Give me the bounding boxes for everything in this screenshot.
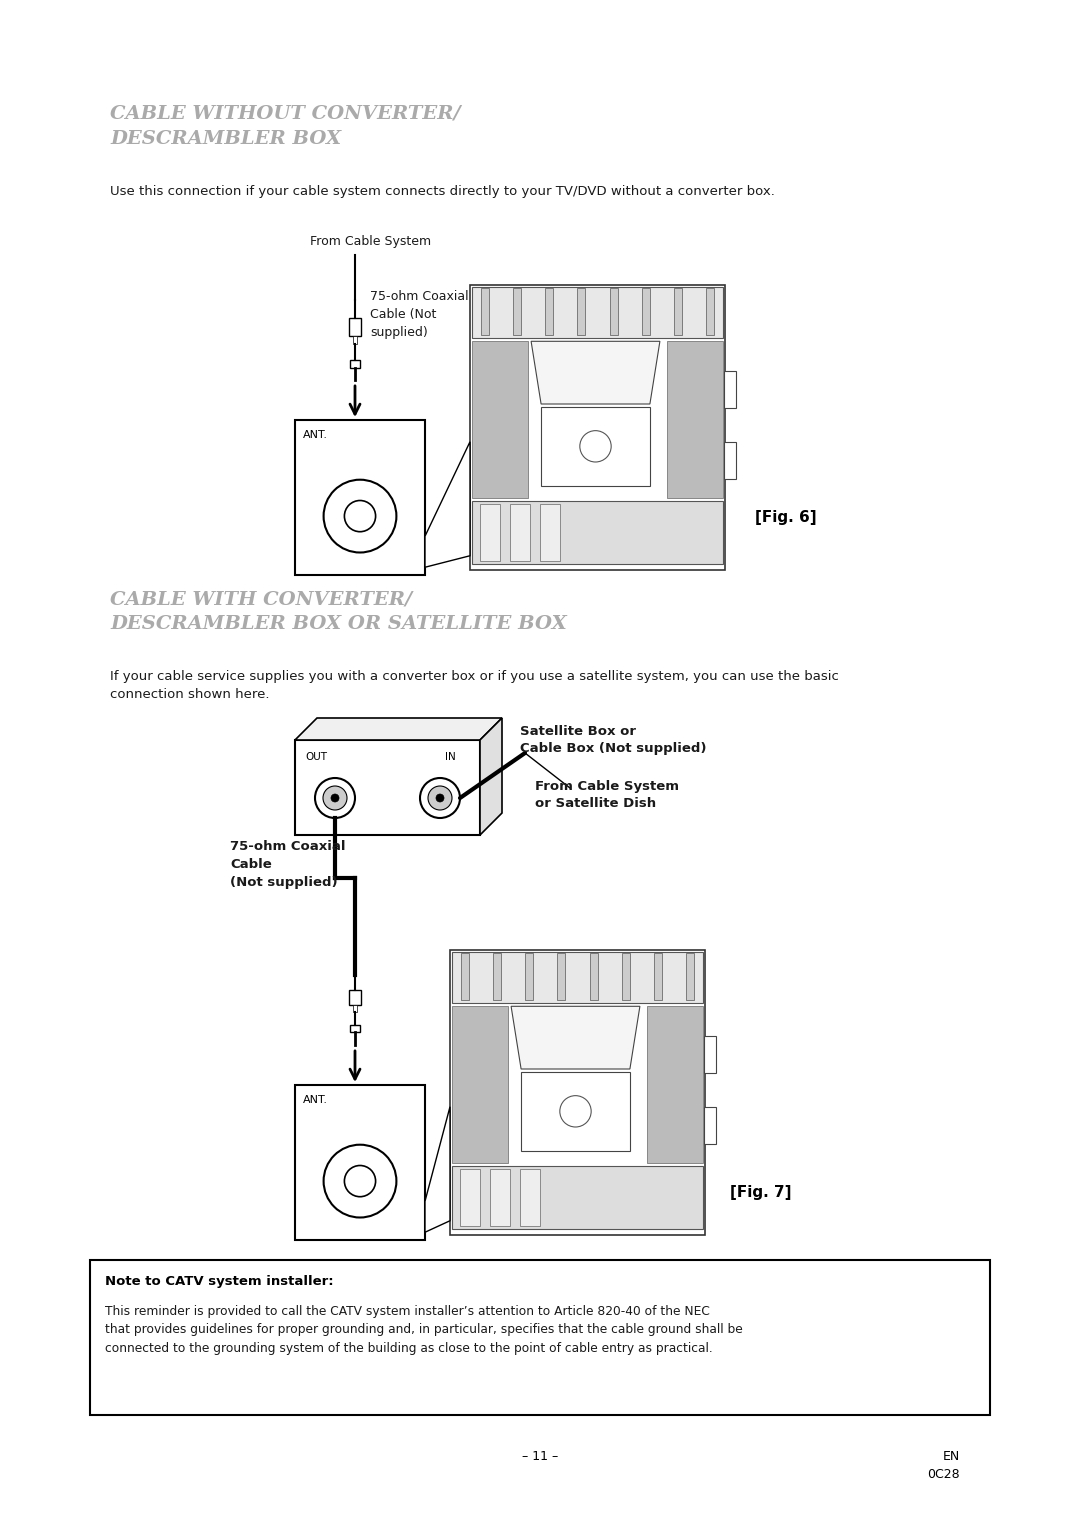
Circle shape: [323, 785, 347, 810]
Polygon shape: [511, 1007, 640, 1070]
Bar: [480, 504, 500, 561]
Bar: [295, 740, 480, 834]
Bar: [349, 318, 361, 336]
Polygon shape: [426, 442, 470, 567]
Bar: [90, 1261, 990, 1415]
Bar: [590, 953, 597, 1001]
Bar: [349, 990, 361, 1005]
Text: Note to CATV system installer:: Note to CATV system installer:: [105, 1274, 334, 1288]
Text: OUT: OUT: [305, 752, 327, 762]
Bar: [470, 286, 725, 570]
Polygon shape: [531, 341, 660, 403]
Bar: [647, 1007, 703, 1163]
Bar: [472, 287, 723, 338]
Bar: [653, 953, 662, 1001]
Text: – 11 –: – 11 –: [522, 1450, 558, 1462]
Text: This reminder is provided to call the CATV system installer’s attention to Artic: This reminder is provided to call the CA…: [105, 1305, 743, 1355]
Bar: [481, 287, 489, 335]
Bar: [460, 1169, 480, 1225]
Circle shape: [330, 795, 339, 802]
Text: [Fig. 6]: [Fig. 6]: [755, 510, 816, 526]
Bar: [353, 336, 357, 344]
Bar: [513, 287, 522, 335]
Bar: [704, 1036, 716, 1073]
Bar: [295, 420, 426, 575]
Bar: [557, 953, 566, 1001]
Polygon shape: [480, 718, 502, 834]
Bar: [642, 287, 650, 335]
Bar: [295, 1085, 426, 1241]
Bar: [510, 504, 530, 561]
Bar: [453, 1007, 508, 1163]
Bar: [453, 1166, 703, 1229]
Text: 0C28: 0C28: [928, 1468, 960, 1481]
Circle shape: [428, 785, 453, 810]
Bar: [545, 287, 553, 335]
Bar: [667, 341, 723, 498]
Text: Satellite Box or
Cable Box (Not supplied): Satellite Box or Cable Box (Not supplied…: [519, 724, 706, 755]
Bar: [494, 953, 501, 1001]
Bar: [578, 287, 585, 335]
Text: Use this connection if your cable system connects directly to your TV/DVD withou: Use this connection if your cable system…: [110, 185, 774, 199]
Polygon shape: [295, 718, 502, 740]
Bar: [461, 953, 469, 1001]
Text: From Cable System
or Satellite Dish: From Cable System or Satellite Dish: [535, 779, 679, 810]
Bar: [686, 953, 694, 1001]
Bar: [450, 950, 705, 1235]
Bar: [350, 361, 360, 368]
Polygon shape: [426, 1106, 450, 1232]
Bar: [706, 287, 714, 335]
Bar: [622, 953, 630, 1001]
Bar: [472, 341, 528, 498]
Bar: [541, 406, 650, 486]
Bar: [490, 1169, 510, 1225]
Bar: [609, 287, 618, 335]
Text: 75-ohm Coaxial
Cable (Not
supplied): 75-ohm Coaxial Cable (Not supplied): [370, 290, 469, 339]
Text: [Fig. 7]: [Fig. 7]: [730, 1186, 792, 1199]
Bar: [522, 1073, 630, 1151]
Bar: [724, 370, 735, 408]
Bar: [540, 504, 561, 561]
Bar: [353, 1005, 357, 1012]
Text: ANT.: ANT.: [303, 429, 328, 440]
Text: EN: EN: [943, 1450, 960, 1462]
Text: If your cable service supplies you with a converter box or if you use a satellit: If your cable service supplies you with …: [110, 669, 839, 701]
Bar: [519, 1169, 540, 1225]
Text: CABLE WITH CONVERTER/
DESCRAMBLER BOX OR SATELLITE BOX: CABLE WITH CONVERTER/ DESCRAMBLER BOX OR…: [110, 590, 567, 633]
Bar: [704, 1106, 716, 1144]
Text: 75-ohm Coaxial
Cable
(Not supplied): 75-ohm Coaxial Cable (Not supplied): [230, 840, 346, 889]
Text: ANT.: ANT.: [303, 1096, 328, 1105]
Bar: [525, 953, 534, 1001]
Bar: [350, 1025, 360, 1031]
Bar: [453, 952, 703, 1004]
Text: CABLE WITHOUT CONVERTER/
DESCRAMBLER BOX: CABLE WITHOUT CONVERTER/ DESCRAMBLER BOX: [110, 105, 461, 148]
Text: From Cable System: From Cable System: [310, 235, 431, 248]
Text: IN: IN: [445, 752, 456, 762]
Bar: [472, 501, 723, 564]
Bar: [724, 442, 735, 478]
Circle shape: [436, 795, 444, 802]
Bar: [674, 287, 681, 335]
